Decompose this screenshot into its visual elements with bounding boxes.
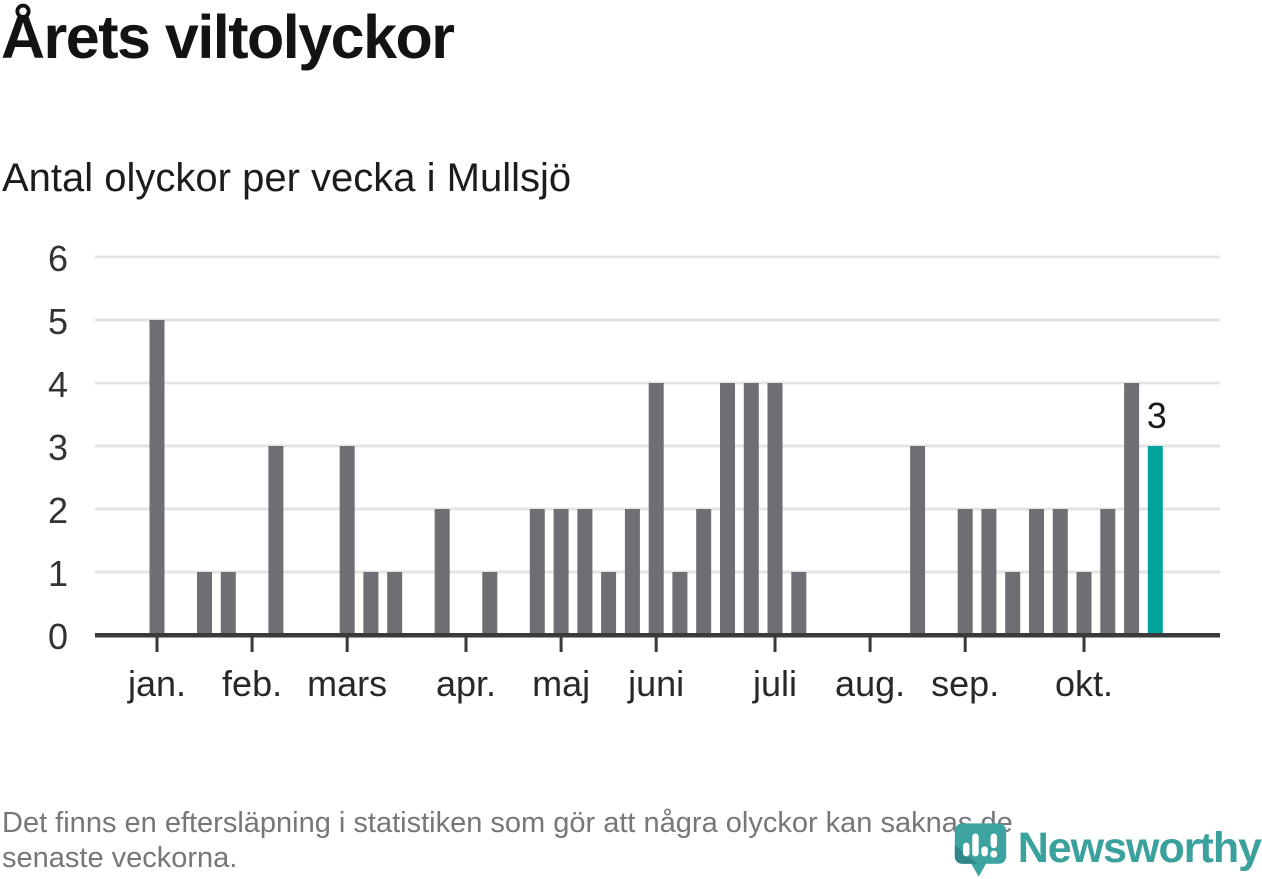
y-tick-label: 3 [48, 427, 68, 468]
x-tick-label: aug. [835, 663, 905, 704]
x-tick-label: mars [307, 663, 387, 704]
y-tick-label: 1 [48, 553, 68, 594]
bar-week [529, 509, 545, 635]
bar-week [363, 572, 379, 635]
y-tick-label: 4 [48, 364, 68, 405]
bar-week [1100, 509, 1116, 635]
bar-week [672, 572, 688, 635]
bar-week [220, 572, 236, 635]
bar-week [648, 383, 664, 635]
bar-week [601, 572, 617, 635]
x-tick-label: apr. [436, 663, 496, 704]
newsworthy-bubble-chart-icon [954, 823, 1006, 877]
x-tick-label: juni [627, 663, 684, 704]
bar-week [720, 383, 735, 635]
page-title: Årets viltolyckor [1, 3, 455, 71]
x-tick-label: juli [752, 663, 797, 704]
footer-note-line1: Det finns en eftersläpning i statistiken… [2, 807, 1013, 839]
y-tick-label: 5 [48, 301, 68, 342]
y-tick-label: 6 [48, 238, 68, 279]
footer-note-line2: senaste veckorna. [2, 842, 238, 874]
bar-week [577, 509, 593, 635]
bar-week [624, 509, 640, 635]
chart-subtitle: Antal olyckor per vecka i Mullsjö [2, 156, 572, 200]
bar-week [1005, 572, 1021, 635]
bar-week [743, 383, 759, 635]
bar-week [957, 509, 973, 635]
bar-week [268, 446, 284, 635]
bar-week [767, 383, 783, 635]
x-tick-label: sep. [931, 663, 999, 704]
bar-week [1052, 509, 1068, 635]
newsworthy-logo: Newsworthy [953, 821, 1262, 879]
bar-week [553, 509, 569, 635]
bar-week [149, 320, 165, 635]
bar-week [981, 509, 997, 635]
bar-week [434, 509, 450, 635]
footer-note: Det finns en eftersläpning i statistiken… [2, 806, 1013, 876]
bar-week [910, 446, 926, 635]
newsworthy-wordmark: Newsworthy [1017, 824, 1262, 872]
bar-week [1076, 572, 1092, 635]
bar-week [696, 509, 712, 635]
bar-week [1124, 383, 1140, 635]
x-axis-line [95, 633, 1220, 638]
bar-week [387, 572, 403, 635]
x-tick-label: jan. [127, 663, 186, 704]
y-tick-label: 2 [48, 490, 68, 531]
bar-week [482, 572, 498, 635]
y-tick-label: 0 [48, 616, 68, 657]
x-tick-label: okt. [1055, 663, 1113, 704]
bar-week [197, 572, 212, 635]
x-tick-label: feb. [222, 663, 282, 704]
bar-week [339, 446, 355, 635]
bar-highlight-latest-week [1147, 446, 1163, 635]
bar-value-label: 3 [1147, 395, 1167, 436]
bar-week [1029, 509, 1044, 635]
bar-week [791, 572, 807, 635]
x-tick-label: maj [532, 663, 590, 704]
